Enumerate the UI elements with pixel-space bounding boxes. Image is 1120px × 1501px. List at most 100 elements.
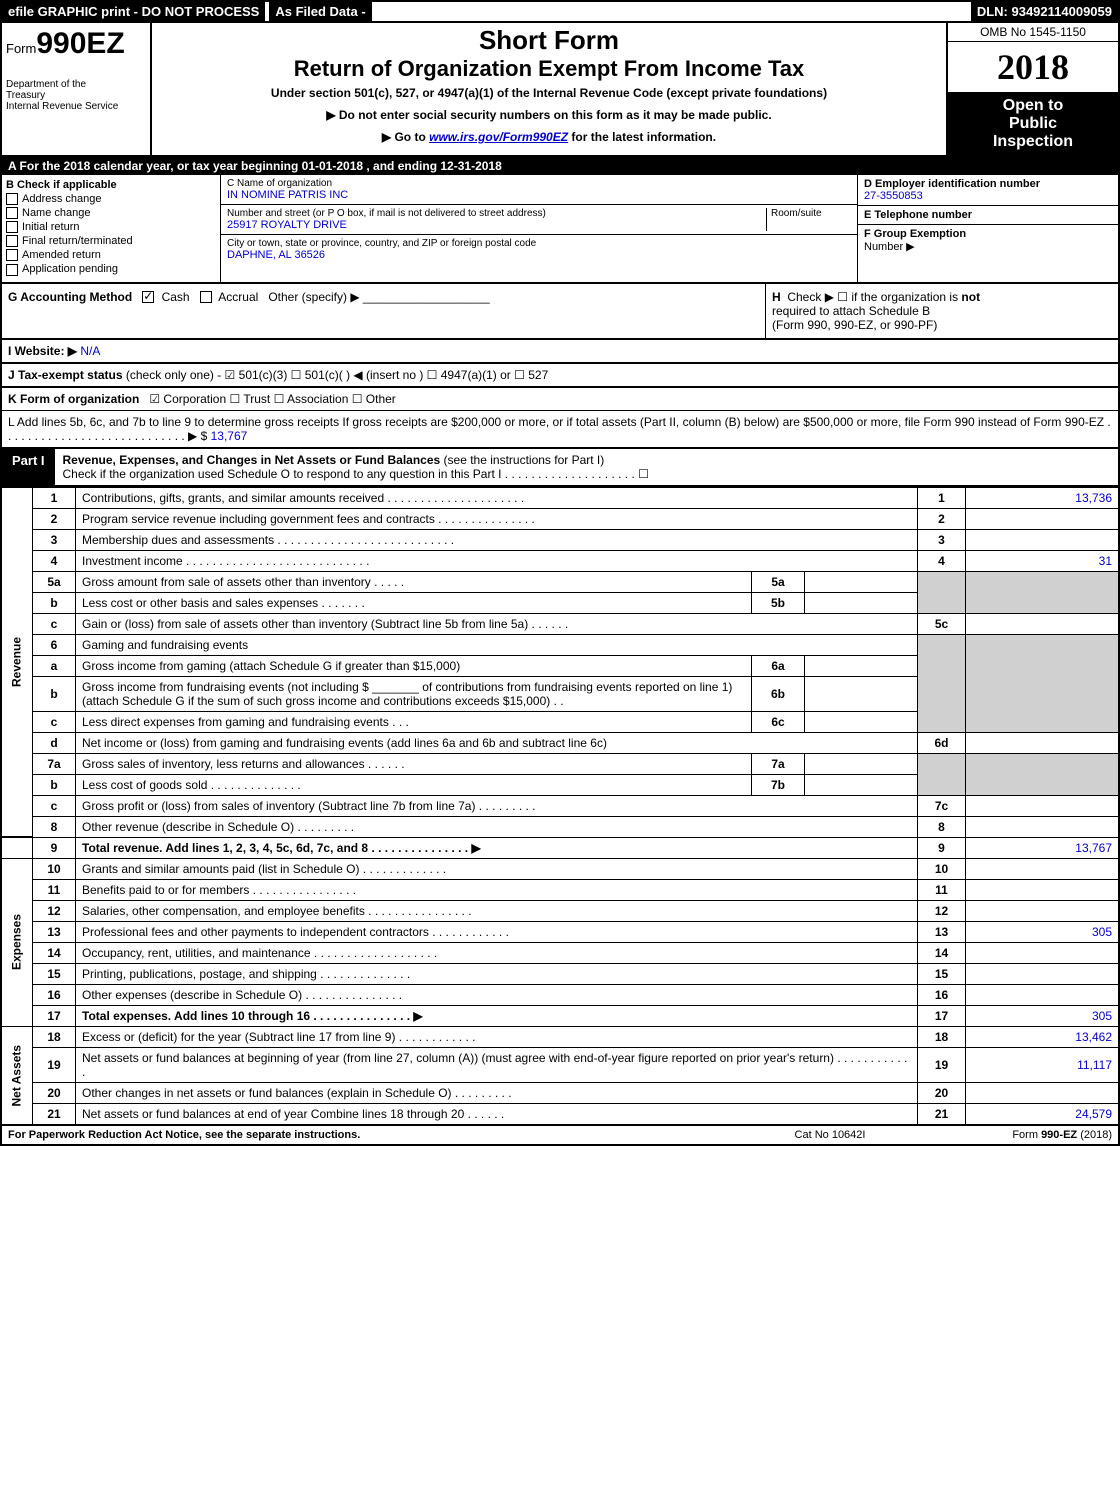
chk-address-change[interactable]: Address change	[6, 193, 216, 205]
line-5b-desc: Less cost or other basis and sales expen…	[76, 592, 752, 613]
top-bar: efile GRAPHIC print - DO NOT PROCESS As …	[0, 0, 1120, 23]
chk-final-return[interactable]: Final return/terminated	[6, 235, 216, 247]
j-label: J Tax-exempt status	[8, 368, 123, 382]
line-7a-desc: Gross sales of inventory, less returns a…	[76, 753, 752, 774]
title-box: Short Form Return of Organization Exempt…	[152, 23, 946, 155]
line-18-desc: Excess or (deficit) for the year (Subtra…	[76, 1026, 918, 1047]
line-7c-num: c	[33, 795, 76, 816]
line-7c-rn: 7c	[918, 795, 966, 816]
line-7a-num: 7a	[33, 753, 76, 774]
chk-initial-return[interactable]: Initial return	[6, 221, 216, 233]
line-8-val	[966, 816, 1120, 837]
part-1-title-bold: Revenue, Expenses, and Changes in Net As…	[63, 453, 441, 467]
form-990ez: 990EZ	[36, 27, 124, 60]
part-1-label: Part I	[2, 449, 55, 485]
form-number: Form990EZ	[6, 27, 146, 61]
main-title: Return of Organization Exempt From Incom…	[160, 56, 938, 82]
line-6-desc: Gaming and fundraising events	[76, 634, 918, 655]
line-11-num: 11	[33, 879, 76, 900]
line-5-shade	[918, 571, 966, 613]
line-7a-mid: 7a	[752, 753, 805, 774]
line-16-num: 16	[33, 984, 76, 1005]
chk-amended-return[interactable]: Amended return	[6, 249, 216, 261]
line-4-num: 4	[33, 550, 76, 571]
line-2-desc: Program service revenue including govern…	[76, 508, 918, 529]
line-10-desc: Grants and similar amounts paid (list in…	[76, 858, 918, 879]
line-12-rn: 12	[918, 900, 966, 921]
line-6-shade-val	[966, 634, 1120, 732]
part-1-header: Part I Revenue, Expenses, and Changes in…	[0, 449, 1120, 487]
part-1-table: Revenue 1 Contributions, gifts, grants, …	[0, 487, 1120, 1126]
line-5b-mid: 5b	[752, 592, 805, 613]
city-row: City or town, state or province, country…	[221, 235, 857, 264]
line-3-val	[966, 529, 1120, 550]
j-text: (check only one) - ☑ 501(c)(3) ☐ 501(c)(…	[126, 368, 548, 382]
line-5b-num: b	[33, 592, 76, 613]
dept-line2: Treasury	[6, 90, 146, 101]
telephone-label: E Telephone number	[864, 209, 1112, 221]
line-9-val: 13,767	[966, 837, 1120, 858]
line-11-rn: 11	[918, 879, 966, 900]
line-11-val	[966, 879, 1120, 900]
line-14-rn: 14	[918, 942, 966, 963]
line-19-desc: Net assets or fund balances at beginning…	[76, 1047, 918, 1082]
line-2-num: 2	[33, 508, 76, 529]
form-version: Form Form 990-EZ (2018)990-EZ (2018)	[926, 1126, 1118, 1144]
h-text2: required to attach Schedule B	[772, 304, 930, 318]
l-value: 13,767	[211, 429, 248, 443]
open-line1: Open to	[950, 97, 1116, 115]
city-state-zip: DAPHNE, AL 36526	[227, 249, 851, 261]
chk-accrual[interactable]	[200, 291, 212, 303]
line-5a-num: 5a	[33, 571, 76, 592]
line-6d-desc: Net income or (loss) from gaming and fun…	[76, 732, 918, 753]
line-8-desc: Other revenue (describe in Schedule O) .…	[76, 816, 918, 837]
line-13-rn: 13	[918, 921, 966, 942]
g-other: Other (specify) ▶	[268, 290, 359, 304]
chk-name-change[interactable]: Name change	[6, 207, 216, 219]
org-name-row: C Name of organization IN NOMINE PATRIS …	[221, 175, 857, 205]
line-7a-midval	[805, 753, 918, 774]
org-name-label: C Name of organization	[227, 178, 851, 189]
goto-link[interactable]: www.irs.gov/Form990EZ	[429, 130, 568, 144]
line-21-rn: 21	[918, 1103, 966, 1125]
g-label: G Accounting Method	[8, 290, 132, 304]
line-18-rn: 18	[918, 1026, 966, 1047]
line-3-desc: Membership dues and assessments . . . . …	[76, 529, 918, 550]
section-b: B Check if applicable Address change Nam…	[2, 175, 221, 282]
line-2-val	[966, 508, 1120, 529]
line-15-val	[966, 963, 1120, 984]
line-3-num: 3	[33, 529, 76, 550]
line-21-desc: Net assets or fund balances at end of ye…	[76, 1103, 918, 1125]
line-20-desc: Other changes in net assets or fund bala…	[76, 1082, 918, 1103]
line-11-desc: Benefits paid to or for members . . . . …	[76, 879, 918, 900]
line-7c-val	[966, 795, 1120, 816]
l-text: L Add lines 5b, 6c, and 7b to line 9 to …	[8, 415, 1111, 443]
entity-info-block: B Check if applicable Address change Nam…	[0, 175, 1120, 284]
section-a-bar: A For the 2018 calendar year, or tax yea…	[0, 157, 1120, 175]
goto-prefix: ▶ Go to	[382, 130, 429, 144]
dln-number: DLN: 93492114009059	[971, 2, 1118, 21]
line-15-num: 15	[33, 963, 76, 984]
line-9-num: 9	[33, 837, 76, 858]
line-5b-midval	[805, 592, 918, 613]
section-g: G Accounting Method Cash Accrual Other (…	[2, 284, 765, 338]
line-19-num: 19	[33, 1047, 76, 1082]
line-17-num: 17	[33, 1005, 76, 1026]
section-h: H Check ▶ ☐ if the organization is not r…	[765, 284, 1118, 338]
address-label: Number and street (or P O box, if mail i…	[227, 208, 766, 219]
line-8-num: 8	[33, 816, 76, 837]
i-label: I Website: ▶	[8, 344, 77, 358]
line-7-shade	[918, 753, 966, 795]
dept-line3: Internal Revenue Service	[6, 101, 146, 112]
open-line2: Public	[950, 115, 1116, 133]
tax-year: 2018	[948, 42, 1118, 93]
address-row: Number and street (or P O box, if mail i…	[221, 205, 857, 235]
chk-application-pending[interactable]: Application pending	[6, 263, 216, 275]
street-address: 25917 ROYALTY DRIVE	[227, 219, 766, 231]
subtitle: Under section 501(c), 527, or 4947(a)(1)…	[160, 86, 938, 100]
revenue-side-label: Revenue	[1, 487, 33, 837]
group-exemption-row: F Group Exemption Number ▶	[858, 225, 1118, 256]
h-text1: Check ▶ ☐ if the organization is	[787, 290, 961, 304]
expenses-side-label: Expenses	[1, 858, 33, 1026]
chk-cash[interactable]	[142, 291, 154, 303]
